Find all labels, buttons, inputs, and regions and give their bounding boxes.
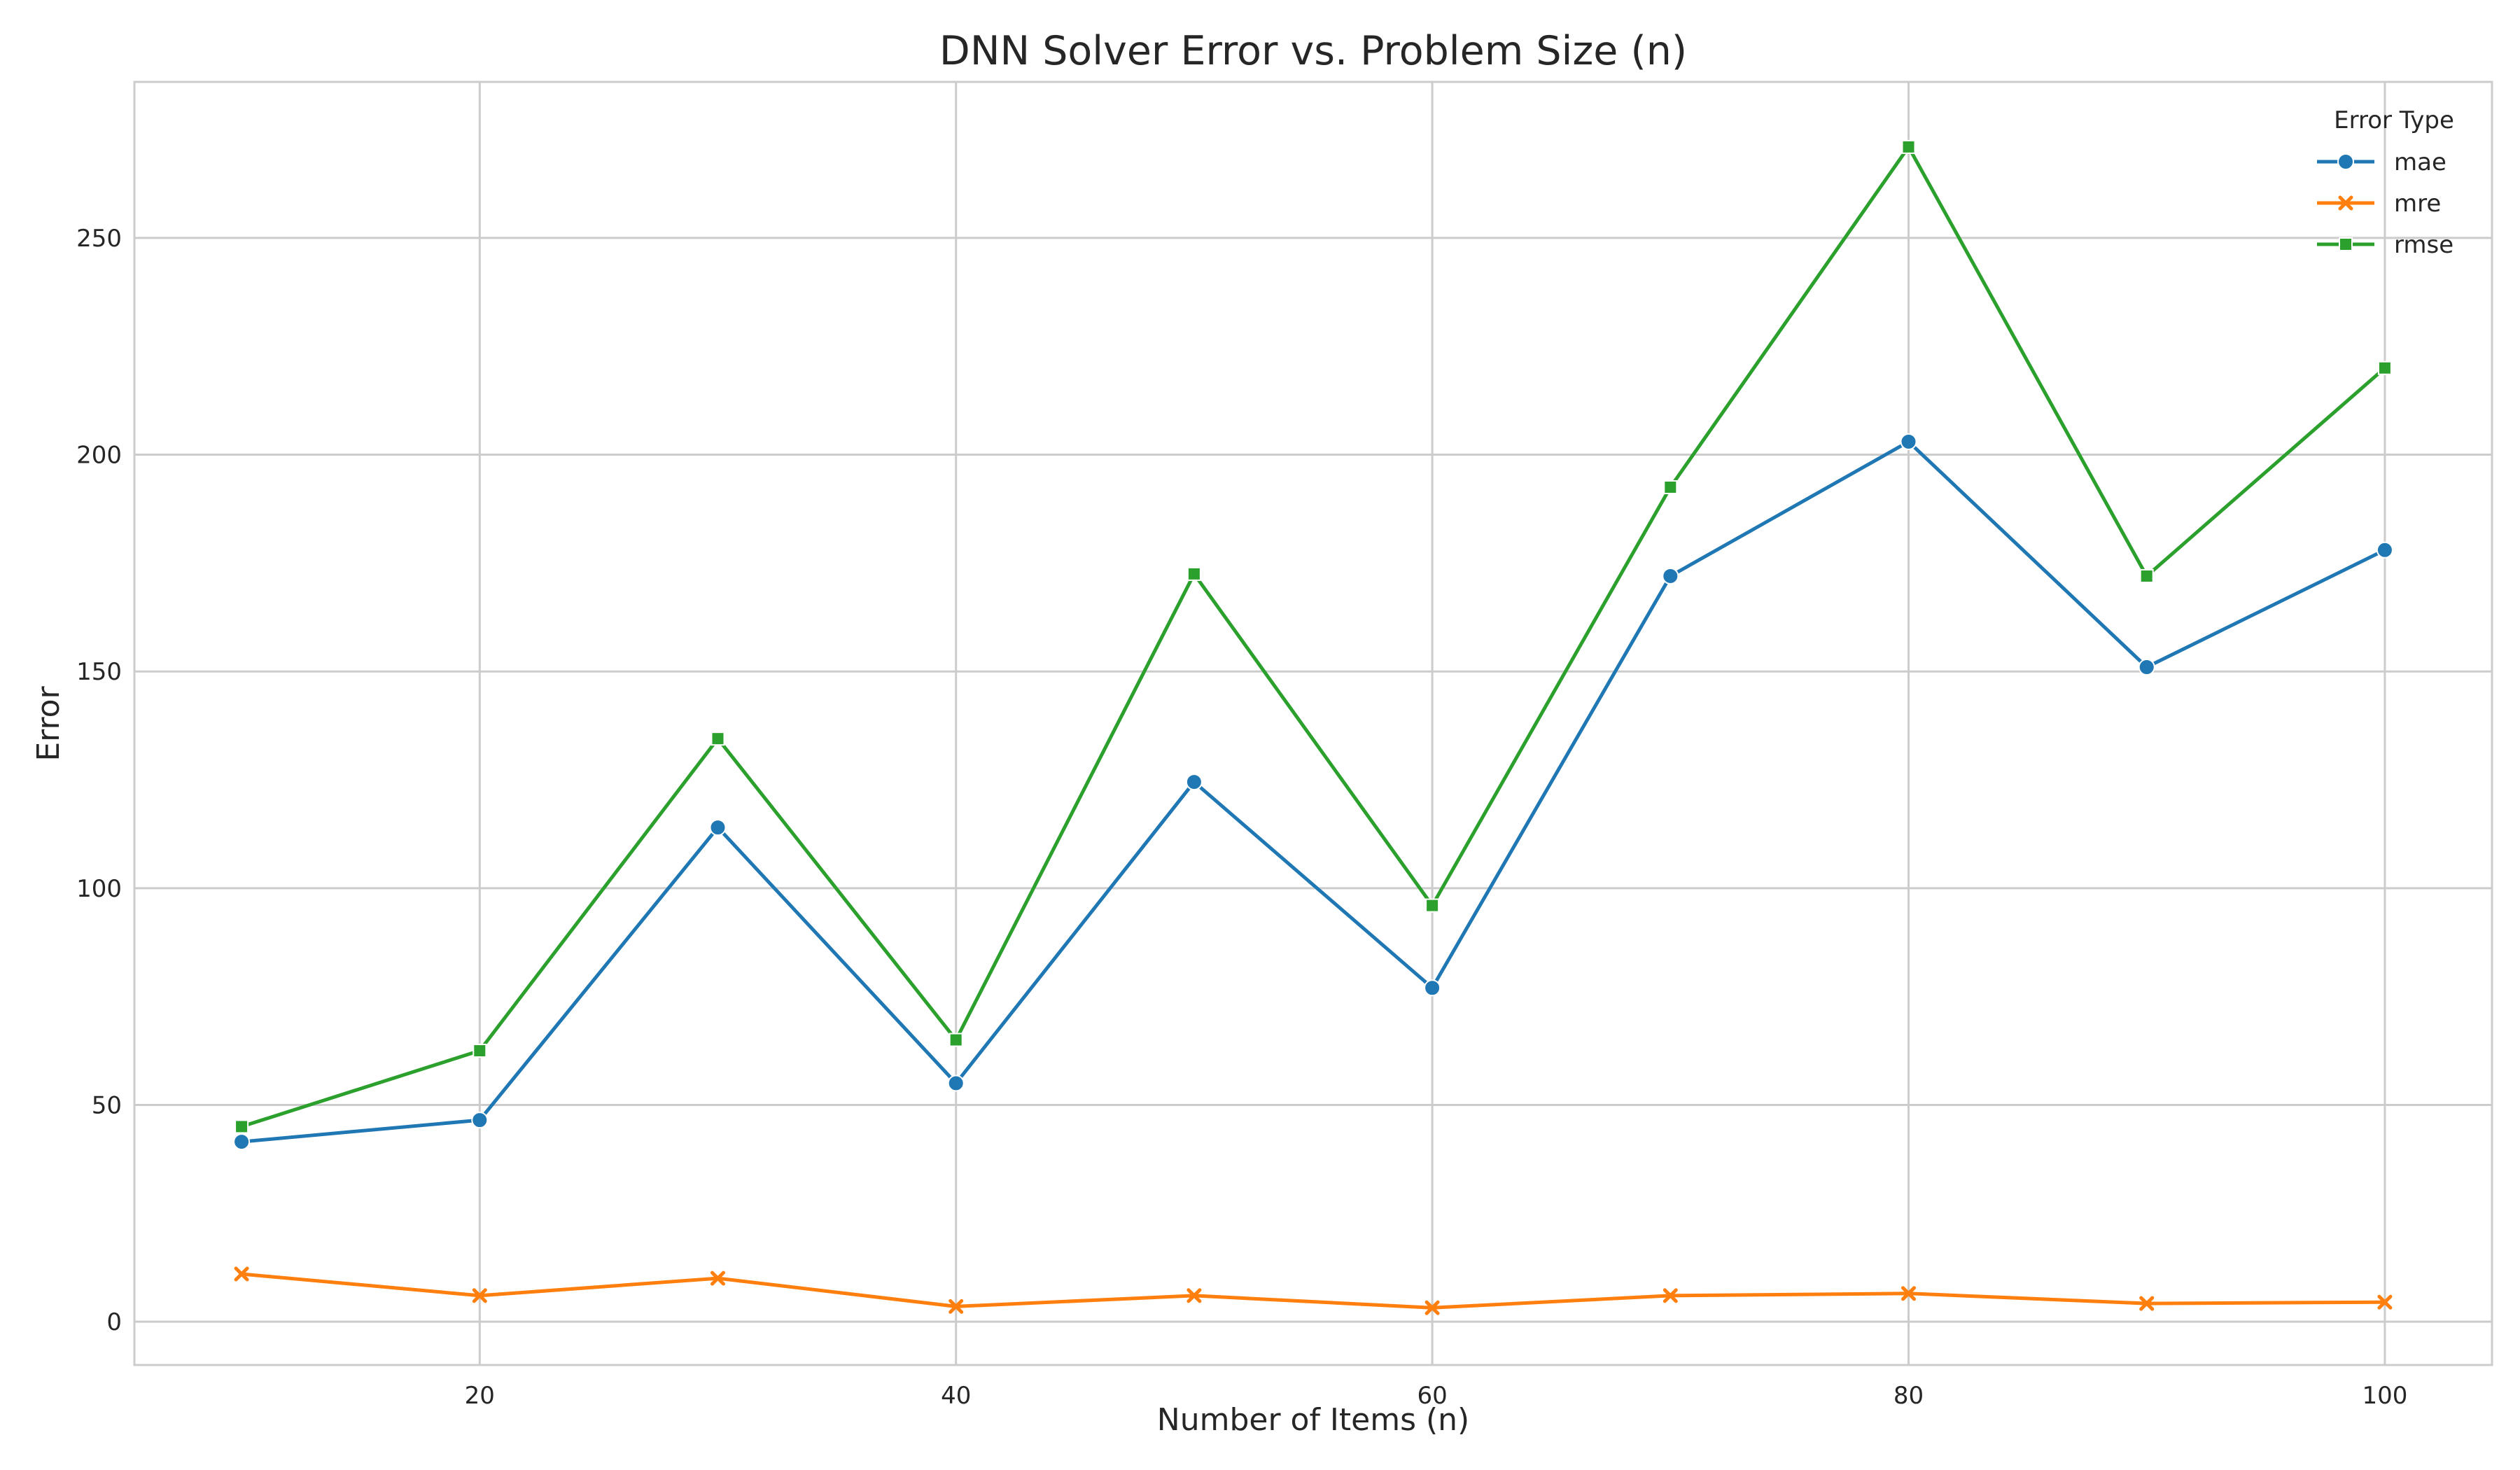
legend-marker-rmse [2339,237,2353,251]
chart-title: DNN Solver Error vs. Problem Size (n) [939,28,1687,74]
x-axis-label: Number of Items (n) [1157,1402,1469,1438]
series-line-mre [239,1272,2387,1310]
legend-marker-mre [2338,195,2353,211]
data-point-rmse [710,732,725,746]
legend-label-mae: mae [2394,148,2446,176]
data-point-mre [710,1270,725,1286]
data-point-mae [2376,541,2393,559]
legend-item-mre: mre [2317,190,2441,218]
data-point-rmse [1186,566,1201,581]
data-point-rmse [1425,898,1440,913]
x-tick-label: 100 [2362,1382,2407,1410]
data-point-rmse [2377,360,2392,375]
legend-item-rmse: rmse [2317,231,2454,259]
y-axis-ticks: 0 50 100 150 200 250 [76,225,122,1336]
grid [134,82,2492,1365]
y-tick-label: 200 [76,442,122,470]
data-point-rmse [1901,139,1916,154]
data-point-mre [948,1298,964,1314]
data-point-mre [2139,1296,2155,1311]
y-tick-label: 50 [92,1091,122,1119]
data-point-rmse [234,1119,249,1134]
series [233,139,2393,1315]
y-tick-label: 0 [106,1308,122,1336]
legend-item-mae: mae [2317,148,2446,176]
series-mre [234,1266,2393,1315]
data-point-mre [2377,1294,2393,1310]
x-axis-ticks: 20 40 60 80 100 [465,1382,2408,1410]
x-tick-label: 60 [1417,1382,1447,1410]
legend-marker-mae [2337,153,2354,170]
plot-area-frame [133,80,2493,1366]
data-point-mre [472,1288,487,1303]
data-point-mae [709,819,727,836]
legend: Error Type mae mre rmse [2317,106,2454,259]
legend-label-mre: mre [2394,190,2441,218]
data-point-mre [1901,1286,1917,1301]
data-point-mre [1662,1288,1678,1303]
y-tick-label: 250 [76,225,122,253]
data-point-mae [1662,567,1679,584]
y-tick-label: 150 [76,658,122,686]
data-point-rmse [1663,480,1678,495]
series-mae [233,433,2393,1151]
x-tick-label: 20 [465,1382,495,1410]
series-line-rmse [239,145,2387,1128]
x-tick-label: 80 [1893,1382,1924,1410]
data-point-mae [947,1074,965,1092]
data-point-rmse [948,1032,963,1047]
data-point-rmse [472,1044,487,1058]
data-point-mae [1900,433,1917,450]
data-point-mae [471,1112,489,1129]
data-point-mre [1424,1300,1440,1315]
y-tick-label: 100 [76,875,122,903]
data-point-mre [234,1266,249,1282]
data-point-mae [2138,658,2155,676]
data-point-mae [1424,979,1441,997]
legend-label-rmse: rmse [2394,231,2454,259]
legend-title: Error Type [2334,106,2454,134]
series-rmse [234,139,2392,1134]
y-axis-label: Error [31,685,66,761]
x-tick-label: 40 [941,1382,971,1410]
data-point-rmse [2139,568,2154,583]
data-point-mre [1186,1288,1202,1303]
series-line-mae [239,440,2387,1144]
data-point-mae [233,1133,251,1151]
legend-items: mae mre rmse [2317,148,2454,259]
data-point-mae [1185,774,1203,791]
